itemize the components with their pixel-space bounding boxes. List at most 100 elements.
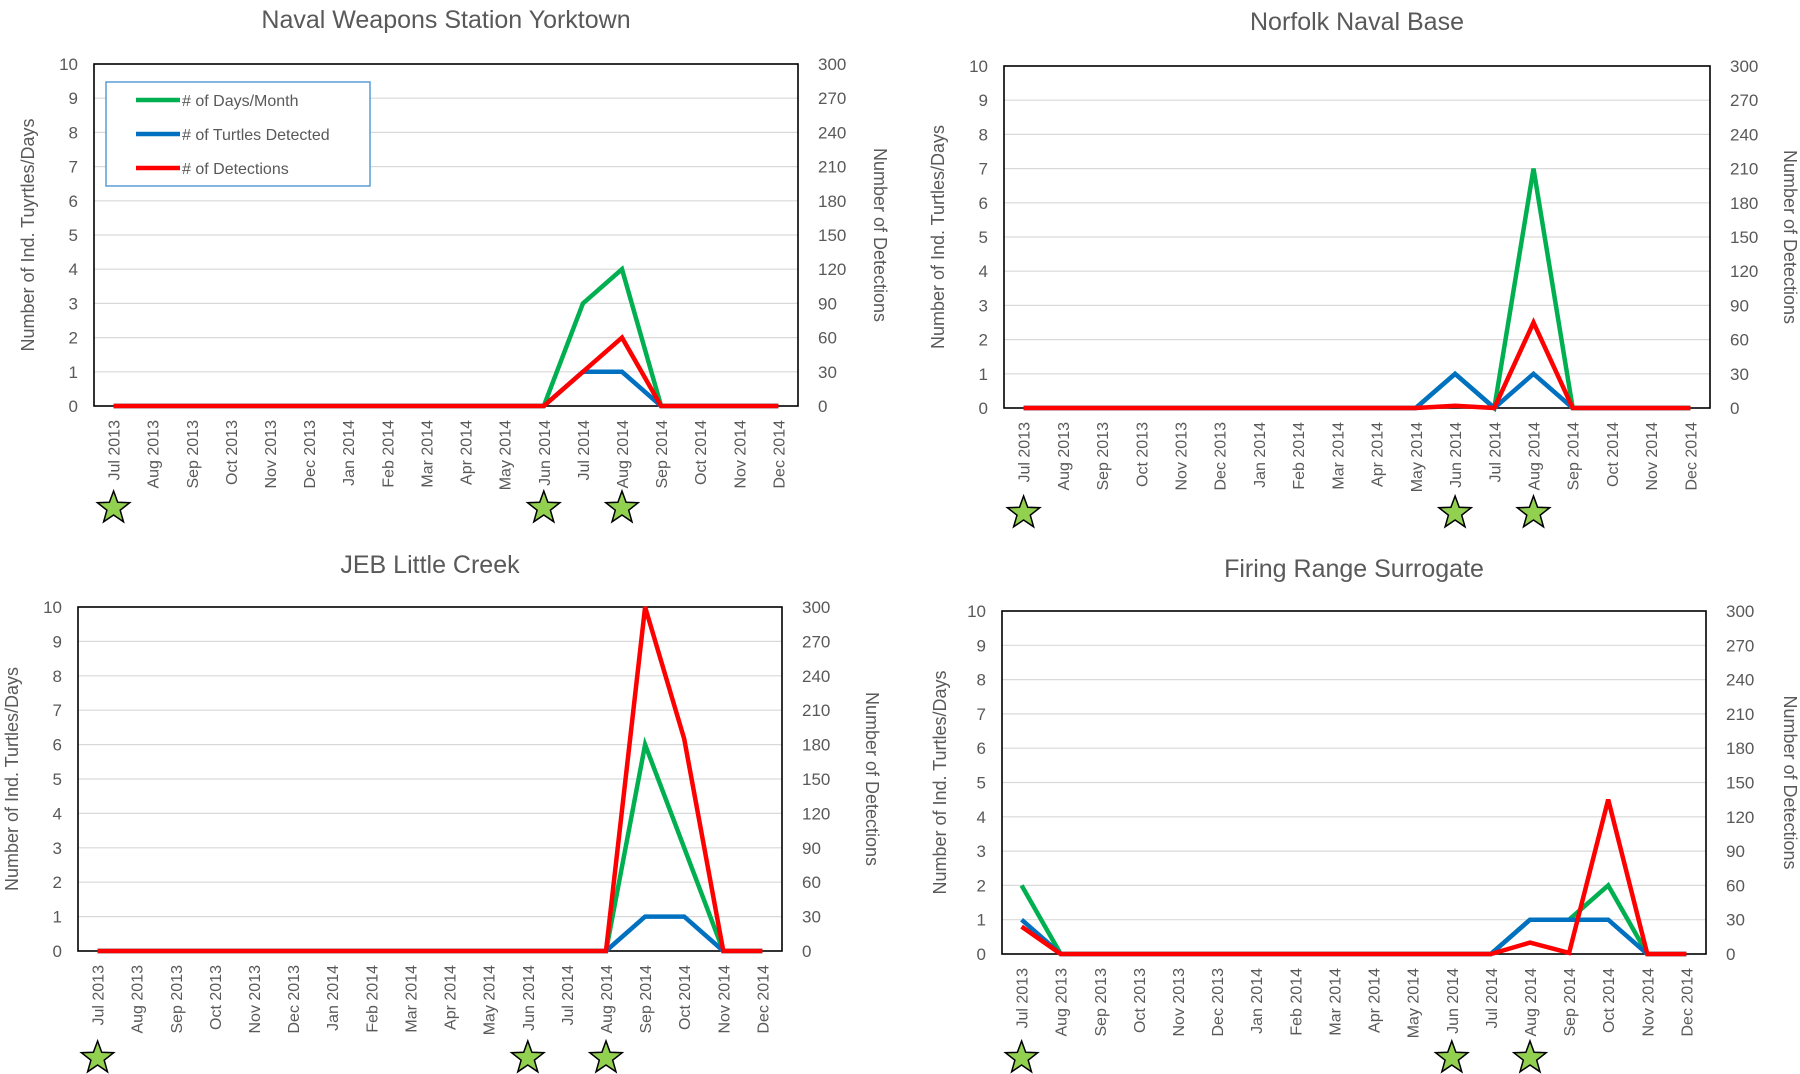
y-tick-label: 6 — [977, 739, 986, 758]
x-tick-label: Dec 2013 — [286, 965, 303, 1034]
x-tick-label: Dec 2014 — [771, 420, 788, 489]
y-tick-label: 6 — [979, 194, 988, 213]
x-tick-label: Oct 2014 — [693, 420, 710, 485]
star-marker — [95, 488, 132, 524]
chart-title: Naval Weapons Station Yorktown — [261, 6, 630, 34]
y-tick-label: 8 — [977, 671, 986, 690]
y-tick-label: 10 — [969, 57, 988, 76]
y-right-tick-label: 240 — [1730, 125, 1758, 144]
x-tick-label: Feb 2014 — [380, 420, 397, 488]
y-right-tick-label: 300 — [1726, 602, 1754, 621]
y-right-tick-label: 300 — [1730, 57, 1758, 76]
x-tick-label: Oct 2014 — [1605, 422, 1622, 487]
series-line-of-detections — [97, 606, 763, 954]
y-tick-label: 9 — [69, 89, 78, 108]
x-tick-label: Nov 2014 — [732, 420, 749, 489]
x-tick-label: Oct 2014 — [1601, 968, 1618, 1033]
y-tick-label: 4 — [53, 804, 62, 823]
y-right-tick-label: 270 — [818, 89, 846, 108]
x-tick-label: Sep 2014 — [638, 965, 655, 1034]
y-right-tick-label: 270 — [1726, 636, 1754, 655]
x-tick-label: Nov 2014 — [1640, 968, 1657, 1037]
y-tick-label: 1 — [979, 365, 988, 384]
y-right-tick-label: 60 — [1726, 876, 1745, 895]
y-right-axis-title: Number of Detections — [862, 692, 882, 866]
y-tick-label: 0 — [977, 945, 986, 964]
y-right-tick-label: 210 — [1726, 705, 1754, 724]
x-tick-label: Jul 2014 — [560, 965, 577, 1026]
x-tick-label: Sep 2014 — [654, 420, 671, 489]
y-right-tick-label: 30 — [802, 908, 821, 927]
y-right-tick-label: 270 — [1730, 91, 1758, 110]
y-tick-label: 2 — [53, 873, 62, 892]
y-tick-label: 10 — [43, 598, 62, 617]
star-marker — [1436, 493, 1474, 529]
y-tick-label: 6 — [69, 192, 78, 211]
x-tick-label: Oct 2013 — [224, 420, 241, 485]
x-tick-label: Feb 2014 — [364, 965, 381, 1033]
x-tick-label: Nov 2013 — [263, 420, 280, 489]
x-tick-label: Jul 2013 — [1015, 968, 1032, 1029]
y-tick-label: 7 — [979, 160, 988, 179]
x-tick-label: Jul 2013 — [91, 965, 108, 1026]
x-tick-label: Aug 2013 — [1056, 422, 1073, 491]
x-tick-label: Nov 2013 — [1174, 422, 1191, 491]
y-right-tick-label: 270 — [802, 632, 830, 651]
y-right-tick-label: 210 — [818, 158, 846, 177]
x-tick-label: Sep 2013 — [1093, 968, 1110, 1037]
y-tick-label: 7 — [977, 705, 986, 724]
legend-entry: # of Detections — [182, 161, 289, 178]
x-tick-label: Jan 2014 — [341, 420, 358, 486]
y-right-tick-label: 180 — [1726, 739, 1754, 758]
y-axis-title: Number of Ind. Turtles/Days — [2, 667, 22, 891]
y-right-tick-label: 240 — [818, 123, 846, 142]
chart-title: JEB Little Creek — [340, 551, 520, 579]
x-tick-label: Sep 2013 — [1095, 422, 1112, 491]
y-right-tick-label: 210 — [1730, 160, 1758, 179]
legend-entry: # of Days/Month — [182, 93, 299, 110]
x-tick-label: Mar 2014 — [419, 420, 436, 488]
x-tick-label: Dec 2013 — [1213, 422, 1230, 491]
y-right-tick-label: 60 — [802, 873, 821, 892]
y-right-tick-label: 180 — [818, 192, 846, 211]
y-right-axis-title: Number of Detections — [1780, 695, 1800, 869]
x-tick-label: Dec 2014 — [1679, 968, 1696, 1037]
y-right-tick-label: 150 — [1726, 774, 1754, 793]
y-right-tick-label: 90 — [802, 839, 821, 858]
y-tick-label: 5 — [69, 226, 78, 245]
x-tick-label: Sep 2013 — [169, 965, 186, 1034]
y-right-tick-label: 120 — [818, 260, 846, 279]
x-tick-label: Jul 2013 — [1017, 422, 1034, 483]
x-tick-label: Oct 2013 — [1132, 968, 1149, 1033]
x-tick-label: Mar 2014 — [1327, 968, 1344, 1036]
y-right-tick-label: 240 — [1726, 671, 1754, 690]
x-tick-label: Nov 2013 — [247, 965, 264, 1034]
y-right-tick-label: 0 — [818, 397, 827, 416]
x-tick-label: Sep 2013 — [185, 420, 202, 489]
star-marker — [1515, 493, 1552, 529]
y-right-tick-label: 150 — [818, 226, 846, 245]
x-tick-label: Mar 2014 — [1330, 422, 1347, 490]
y-right-tick-label: 120 — [802, 804, 830, 823]
series-line-of-detections — [1020, 799, 1687, 957]
y-right-tick-label: 150 — [802, 770, 830, 789]
x-tick-label: Apr 2014 — [459, 420, 476, 485]
x-tick-label: Aug 2013 — [130, 965, 147, 1034]
y-tick-label: 4 — [69, 260, 78, 279]
x-tick-label: Aug 2014 — [599, 965, 616, 1034]
y-right-tick-label: 60 — [1730, 331, 1749, 350]
chart-panel-1: Naval Weapons Station Yorktown 0 1 2 3 4 5 6 7 8 9… — [18, 6, 890, 524]
x-tick-label: Apr 2014 — [1370, 422, 1387, 487]
x-tick-label: Jun 2014 — [537, 420, 554, 486]
x-tick-label: Jul 2014 — [1487, 422, 1504, 483]
x-tick-label: Oct 2013 — [1134, 422, 1151, 487]
y-tick-label: 0 — [979, 399, 988, 418]
y-tick-label: 8 — [53, 667, 62, 686]
chart-panel-2: Norfolk Naval Base 0 1 2 3 4 5 6 7 8 9 10 0 30 60 90 120… — [928, 8, 1800, 529]
y-right-tick-label: 120 — [1726, 808, 1754, 827]
x-tick-label: Jan 2014 — [1252, 422, 1269, 488]
x-tick-label: Jan 2014 — [1249, 968, 1266, 1034]
y-tick-label: 7 — [69, 158, 78, 177]
y-right-tick-label: 240 — [802, 667, 830, 686]
x-tick-label: Nov 2013 — [1171, 968, 1188, 1037]
